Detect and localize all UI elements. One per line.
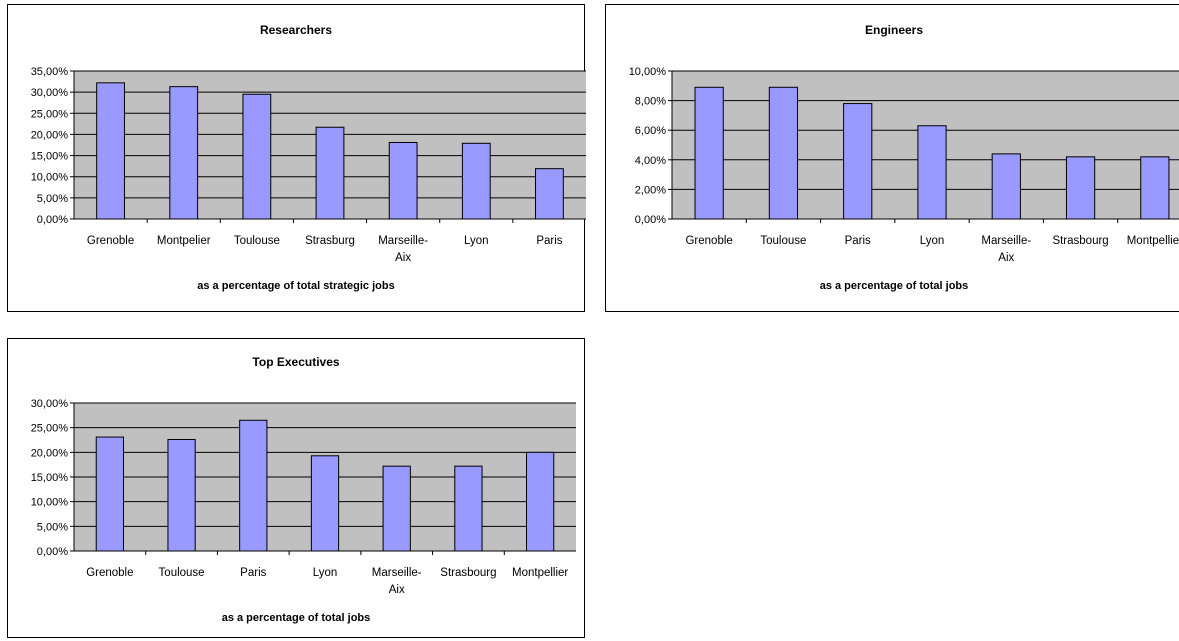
category-label: Strasbourg — [1052, 235, 1108, 247]
chart-title: Top Executives — [252, 355, 339, 369]
category-label: Aix — [395, 252, 411, 264]
chart-title: Researchers — [260, 23, 332, 37]
bar — [694, 86, 724, 220]
y-tick-label: 35,00% — [31, 66, 69, 78]
chart-top-executives-svg: Top Executives 0,00% 5,00% 10,00% 15,00% 20,0… — [31, 355, 576, 624]
bar — [169, 86, 199, 220]
y-tick-label: 20,00% — [31, 129, 69, 141]
x-axis-label: as a percentage of total jobs — [222, 612, 371, 624]
category-label: Grenoble — [87, 235, 134, 247]
y-tick-label: 15,00% — [31, 472, 69, 484]
category-label: Aix — [389, 584, 405, 596]
bar — [96, 82, 125, 220]
chart-engineers: Engineers 0,00% 2,00% 4,00% 6,00% 8,00% 10,00%… — [605, 4, 1179, 312]
category-label: Paris — [240, 567, 266, 579]
bar — [1065, 156, 1096, 220]
y-tick-label: 25,00% — [31, 423, 69, 435]
x-axis-label: as a percentage of total strategic jobs — [197, 280, 394, 292]
y-tick-label: 0,00% — [635, 214, 666, 226]
y-tick-label: 5,00% — [37, 193, 68, 205]
category-label: Lyon — [464, 235, 489, 247]
y-tick-label: 30,00% — [31, 87, 69, 99]
category-label: Lyon — [313, 567, 338, 579]
bar — [917, 125, 947, 220]
bar — [461, 142, 491, 220]
chart-title: Engineers — [865, 23, 923, 37]
y-tick-label: 0,00% — [37, 214, 68, 226]
chart-researchers-svg: Researchers 0,00% 5,00% 10,00% 15,00% 20,00% 2… — [31, 23, 586, 292]
category-label: Lyon — [920, 235, 945, 247]
y-tick-label: 6,00% — [635, 125, 666, 137]
y-tick-label: 4,00% — [635, 155, 666, 167]
category-label: Marseille- — [981, 235, 1031, 247]
y-tick-label: 20,00% — [31, 447, 69, 459]
bar — [167, 439, 196, 552]
category-label: Toulouse — [234, 235, 280, 247]
category-label: Grenoble — [685, 235, 732, 247]
chart-engineers-svg: Engineers 0,00% 2,00% 4,00% 6,00% 8,00% 10,00%… — [629, 23, 1179, 292]
bar — [454, 465, 483, 552]
bar — [388, 141, 418, 220]
y-tick-label: 10,00% — [31, 172, 69, 184]
y-tick-label: 15,00% — [31, 151, 69, 163]
category-label: Grenoble — [86, 567, 133, 579]
category-label: Aix — [998, 252, 1014, 264]
bar — [95, 436, 124, 552]
category-label: Paris — [845, 235, 871, 247]
category-label: Montpellier — [512, 567, 568, 579]
category-label: Paris — [536, 235, 562, 247]
y-tick-label: 10,00% — [629, 66, 667, 78]
category-label: Montpellier — [1127, 235, 1179, 247]
category-label: Strasbourg — [440, 567, 496, 579]
bar — [310, 455, 340, 552]
category-label: Marseille- — [378, 235, 428, 247]
y-tick-label: 30,00% — [31, 398, 69, 410]
y-tick-label: 2,00% — [635, 184, 666, 196]
category-label: Toulouse — [760, 235, 806, 247]
bar — [991, 153, 1021, 220]
y-tick-label: 25,00% — [31, 108, 69, 120]
category-label: Marseille- — [372, 567, 422, 579]
bar — [1140, 156, 1170, 220]
category-label: Toulouse — [159, 567, 205, 579]
category-label: Strasburg — [305, 235, 355, 247]
bar — [239, 419, 268, 552]
chart-top-executives: Top Executives 0,00% 5,00% 10,00% 15,00% 20,0… — [7, 338, 585, 638]
bar — [768, 86, 799, 220]
bar — [535, 168, 564, 220]
bar — [382, 465, 411, 552]
chart-researchers: Researchers 0,00% 5,00% 10,00% 15,00% 20,00% 2… — [7, 4, 586, 312]
y-tick-label: 5,00% — [37, 521, 68, 533]
bar — [526, 451, 555, 552]
bar — [843, 103, 873, 220]
category-label: Montpelier — [157, 235, 211, 247]
x-axis-label: as a percentage of total jobs — [820, 280, 969, 292]
y-tick-label: 0,00% — [37, 546, 68, 558]
bar — [242, 93, 272, 220]
y-tick-label: 8,00% — [635, 96, 666, 108]
y-tick-label: 10,00% — [31, 497, 69, 509]
bar — [315, 126, 345, 220]
